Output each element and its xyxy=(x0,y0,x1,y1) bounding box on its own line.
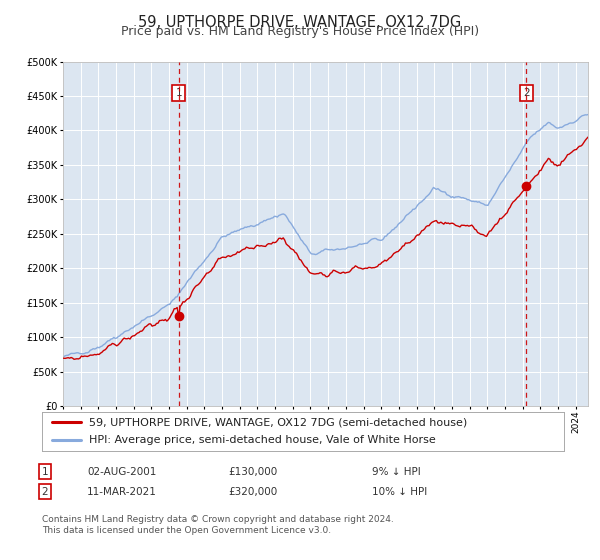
Text: 1: 1 xyxy=(41,466,49,477)
Text: 59, UPTHORPE DRIVE, WANTAGE, OX12 7DG (semi-detached house): 59, UPTHORPE DRIVE, WANTAGE, OX12 7DG (s… xyxy=(89,417,467,427)
Text: This data is licensed under the Open Government Licence v3.0.: This data is licensed under the Open Gov… xyxy=(42,526,331,535)
Text: HPI: Average price, semi-detached house, Vale of White Horse: HPI: Average price, semi-detached house,… xyxy=(89,435,436,445)
Text: 59, UPTHORPE DRIVE, WANTAGE, OX12 7DG: 59, UPTHORPE DRIVE, WANTAGE, OX12 7DG xyxy=(139,15,461,30)
Text: 11-MAR-2021: 11-MAR-2021 xyxy=(87,487,157,497)
Text: 9% ↓ HPI: 9% ↓ HPI xyxy=(372,466,421,477)
Text: Contains HM Land Registry data © Crown copyright and database right 2024.: Contains HM Land Registry data © Crown c… xyxy=(42,515,394,524)
Text: £130,000: £130,000 xyxy=(228,466,277,477)
Text: £320,000: £320,000 xyxy=(228,487,277,497)
Text: 2: 2 xyxy=(41,487,49,497)
Text: 10% ↓ HPI: 10% ↓ HPI xyxy=(372,487,427,497)
Text: 2: 2 xyxy=(523,87,530,97)
Text: 02-AUG-2001: 02-AUG-2001 xyxy=(87,466,157,477)
Text: 1: 1 xyxy=(175,87,182,97)
Text: Price paid vs. HM Land Registry's House Price Index (HPI): Price paid vs. HM Land Registry's House … xyxy=(121,25,479,38)
